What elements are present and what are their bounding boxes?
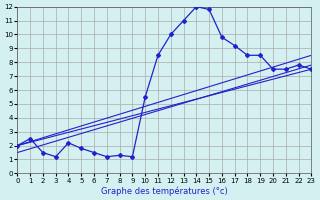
X-axis label: Graphe des températures (°c): Graphe des températures (°c) bbox=[101, 186, 228, 196]
